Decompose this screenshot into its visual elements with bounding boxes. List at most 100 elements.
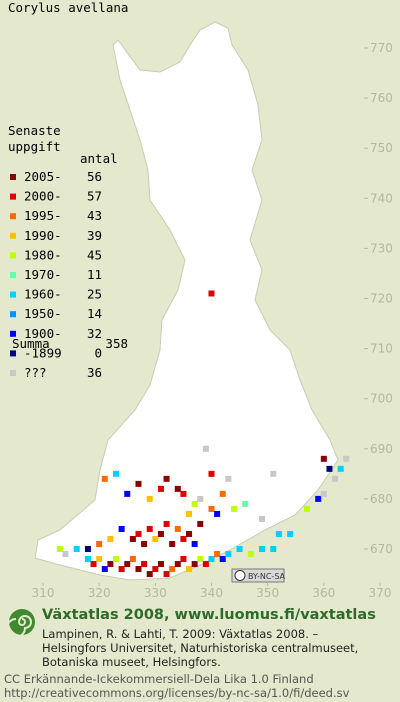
grid-cell [225, 475, 232, 482]
grid-cell [163, 571, 170, 578]
grid-cell [124, 490, 131, 497]
grid-cell [337, 465, 344, 472]
legend-swatch [10, 350, 16, 357]
grid-cell [320, 455, 327, 462]
grid-cell [146, 571, 153, 578]
badge-box [231, 568, 285, 583]
grid-cell [287, 530, 294, 537]
grid-cell [186, 566, 193, 573]
legend-label: 1970- [24, 267, 62, 282]
y-tick-label: 710 [370, 342, 393, 356]
license-line: CC Erkännande-Ickekommersiell-Dela Lika … [4, 672, 314, 686]
grid-cell [236, 546, 243, 552]
grid-cell [247, 551, 254, 558]
legend-swatch [10, 330, 16, 337]
y-tick-label: 750 [370, 141, 393, 155]
y-tick-label: 700 [370, 392, 393, 406]
grid-cell [208, 505, 215, 512]
grid-cell [180, 535, 187, 542]
grid-cell [197, 520, 204, 527]
grid-cell [202, 561, 209, 568]
legend-swatch [10, 213, 16, 220]
y-tick-label: 680 [370, 492, 393, 506]
grid-cell [90, 561, 97, 568]
grid-cell [326, 465, 333, 472]
legend-count: 14 [87, 306, 102, 321]
total-count: 358 [105, 336, 128, 351]
legend-label: ??? [24, 365, 47, 380]
x-tick-label: 350 [256, 586, 279, 600]
legend-heading: Senaste [8, 123, 61, 138]
count-heading: antal [80, 151, 118, 166]
x-tick-label: 320 [88, 586, 111, 600]
total-label: Summa [12, 336, 50, 351]
legend-count: 43 [87, 208, 102, 223]
legend: Senaste uppgift antal Summa 358 2005- 56 2… [8, 123, 128, 380]
grid-cell [208, 290, 215, 297]
badge-text: BY-NC-SA [248, 572, 286, 581]
grid-cell [270, 546, 277, 552]
legend-count: 32 [87, 326, 102, 341]
grid-cell [214, 510, 221, 517]
citation-line: Botaniska museet, Helsingfors. [42, 655, 221, 669]
license-badge: BY-NC-SA [231, 568, 286, 583]
x-tick-label: 330 [144, 586, 167, 600]
grid-cell [169, 566, 176, 573]
grid-cell [141, 561, 148, 568]
logo-disc [9, 609, 35, 635]
grid-cell [197, 556, 204, 563]
grid-cell [118, 525, 125, 532]
grid-cell [242, 500, 249, 507]
grid-cell [101, 566, 108, 573]
legend-count: 45 [87, 247, 102, 262]
grid-cell [157, 561, 164, 568]
grid-cell [84, 546, 91, 552]
grid-cell [197, 495, 204, 502]
logo [6, 609, 35, 638]
grid-cell [191, 540, 198, 547]
legend-swatch [10, 232, 16, 239]
legend-count: 25 [87, 287, 102, 302]
legend-label: 1950- [24, 306, 62, 321]
x-tick-label: 340 [200, 586, 223, 600]
grid-cell [163, 520, 170, 527]
legend-label: 1960- [24, 287, 62, 302]
legend-heading: uppgift [8, 139, 61, 154]
grid-cell [146, 525, 153, 532]
grid-cell [113, 470, 120, 477]
legend-swatch [10, 252, 16, 259]
grid-cell [56, 546, 63, 552]
finland-outline [34, 21, 339, 581]
grid-cell [157, 530, 164, 537]
logo-spiral [6, 615, 32, 638]
grid-cell [141, 540, 148, 547]
grid-cell [152, 535, 159, 542]
legend-swatch [10, 370, 16, 376]
grid-cell [186, 530, 193, 537]
grid-cell [320, 490, 327, 497]
grid-cell [135, 530, 142, 537]
grid-cell [118, 566, 125, 573]
y-tick-label: 740 [370, 191, 393, 205]
headline: Växtatlas 2008, www.luomus.fi/vaxtatlas [42, 607, 376, 623]
grid-cell [107, 535, 114, 542]
grid-cell [259, 515, 266, 522]
grid-cell [202, 445, 209, 452]
legend-label: 1995- [24, 208, 62, 223]
citation-line: Helsingfors Universitet, Naturhistoriska… [42, 641, 358, 655]
grid-cell [208, 470, 215, 477]
legend-label: 1980- [24, 247, 62, 262]
legend-swatch [10, 291, 16, 298]
legend-count: 57 [87, 189, 102, 204]
grid-cell [152, 566, 159, 573]
grid-cell [208, 556, 215, 563]
grid-cell [174, 525, 181, 532]
legend-count: 0 [94, 345, 102, 360]
grid-cell [303, 505, 310, 512]
legend-label: 1990- [24, 228, 62, 243]
grid-cell [157, 485, 164, 492]
grid-cell [146, 495, 153, 502]
legend-count: 36 [87, 365, 102, 380]
legend-swatch [10, 193, 16, 200]
